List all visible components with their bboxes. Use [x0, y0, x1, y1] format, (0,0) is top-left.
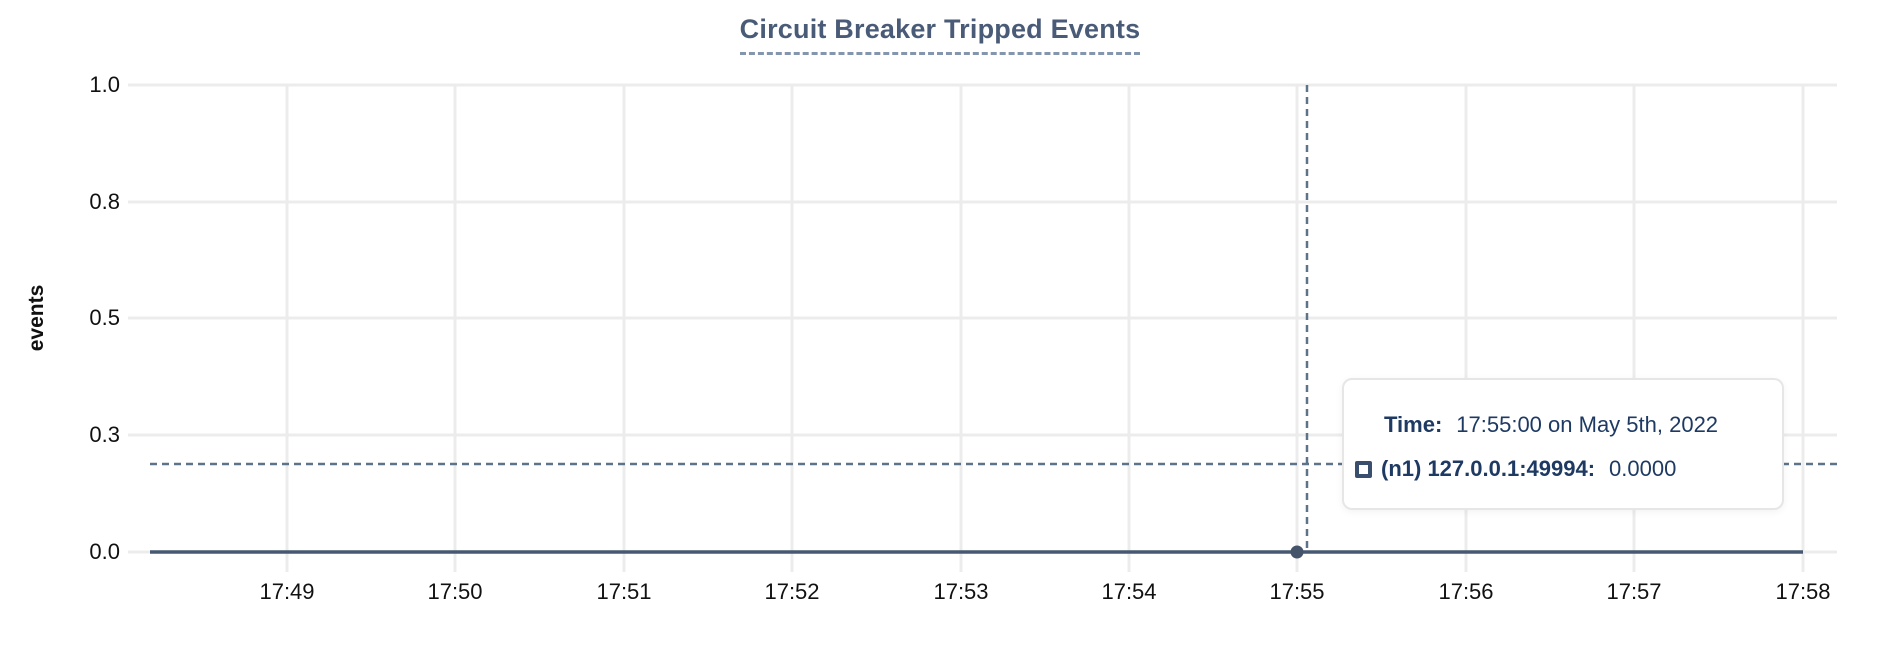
x-tick-label: 17:54	[1101, 579, 1157, 604]
tooltip: Time: 17:55:00 on May 5th, 2022 (n1) 127…	[1342, 378, 1784, 510]
x-tick-label: 17:52	[764, 579, 820, 604]
x-tick-label: 17:55	[1269, 579, 1325, 604]
hovered-data-point[interactable]	[1290, 545, 1304, 559]
x-tick-label: 17:57	[1606, 579, 1662, 604]
x-tick-label: 17:56	[1438, 579, 1494, 604]
series-swatch-icon	[1355, 460, 1372, 478]
x-tick-label: 17:50	[427, 579, 483, 604]
x-tick-label: 17:53	[933, 579, 989, 604]
x-tick-label: 17:51	[596, 579, 652, 604]
tooltip-time-row: Time: 17:55:00 on May 5th, 2022	[1384, 411, 1782, 439]
y-tick-label: 0.0	[89, 539, 120, 564]
tooltip-time-label: Time:	[1384, 412, 1443, 437]
y-tick-label: 0.5	[89, 305, 120, 330]
x-tick-label: 17:49	[259, 579, 315, 604]
y-tick-label: 0.3	[89, 422, 120, 447]
tooltip-series-label: (n1) 127.0.0.1:49994:	[1381, 456, 1596, 481]
chart-title[interactable]: Circuit Breaker Tripped Events	[739, 14, 1141, 55]
tooltip-series-row: (n1) 127.0.0.1:49994: 0.0000	[1355, 455, 1782, 483]
x-tick-label: 17:58	[1775, 579, 1831, 604]
tooltip-time-value: 17:55:00 on May 5th, 2022	[1456, 412, 1719, 437]
tooltip-series-value: 0.0000	[1609, 456, 1677, 481]
title-row: Circuit Breaker Tripped Events	[0, 14, 1880, 55]
y-tick-label: 0.8	[89, 189, 120, 214]
y-tick-label: 1.0	[89, 72, 120, 97]
